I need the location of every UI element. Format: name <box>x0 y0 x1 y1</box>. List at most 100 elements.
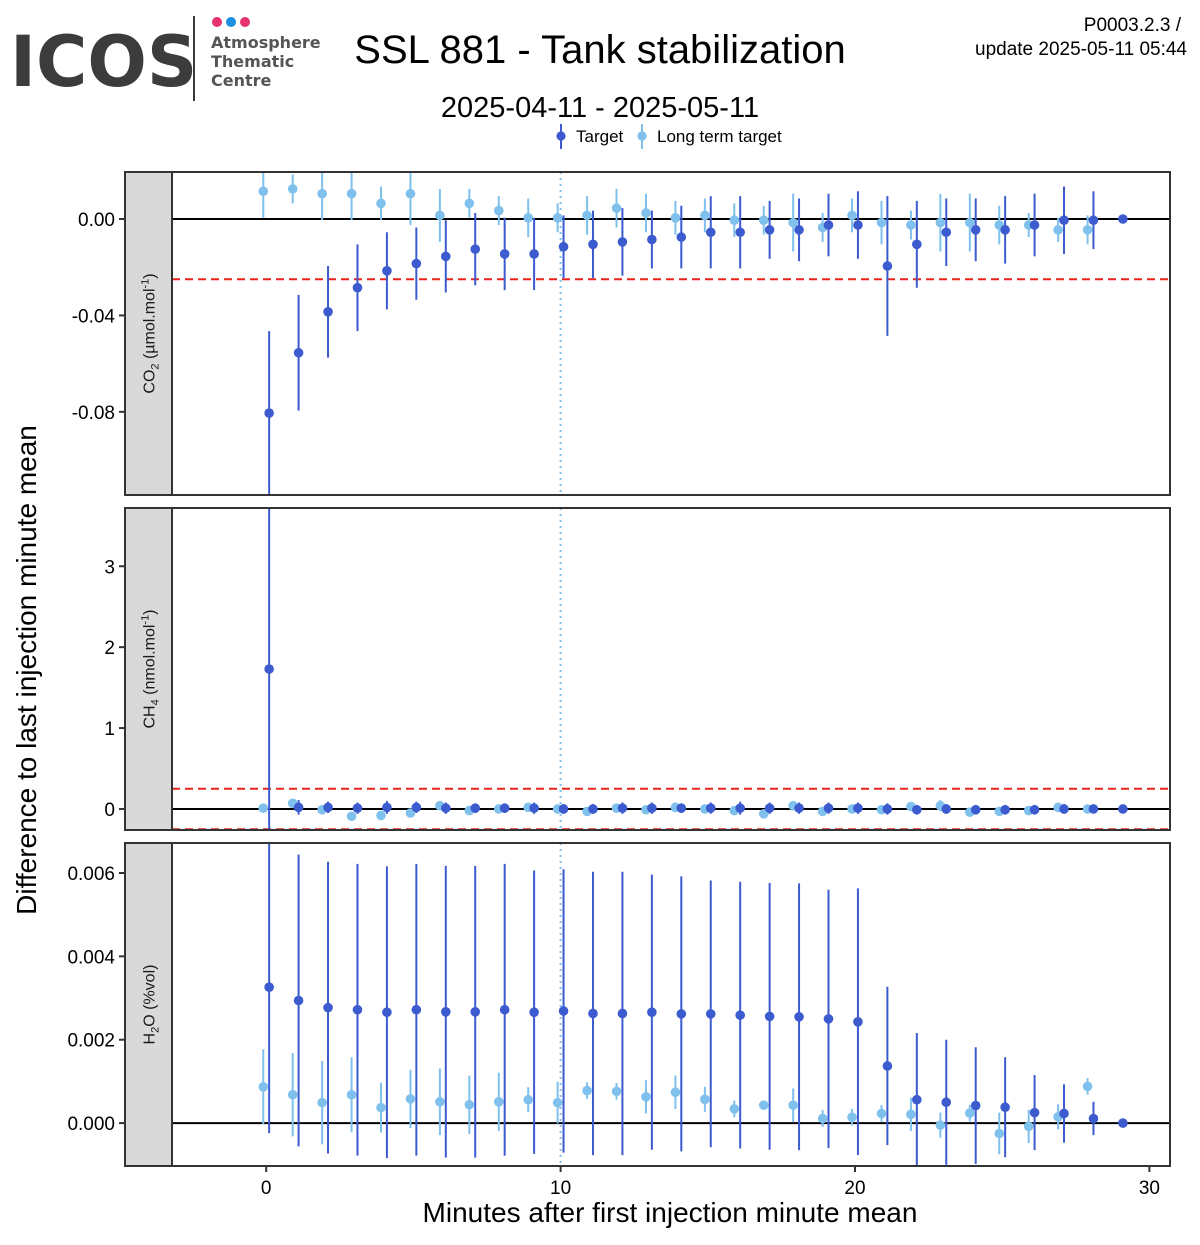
data-point <box>588 804 598 814</box>
y-tick-label: 0 <box>104 800 115 821</box>
data-point <box>352 282 363 293</box>
y-axis-title: Difference to last injection minute mean <box>11 425 42 915</box>
data-point <box>847 210 857 221</box>
data-point <box>735 1010 745 1020</box>
data-point <box>523 212 534 223</box>
data-point <box>941 804 952 814</box>
data-point <box>264 408 274 418</box>
data-point <box>382 1007 392 1018</box>
logo-text: ICOS <box>10 21 197 103</box>
data-point <box>611 203 622 213</box>
data-point <box>293 995 304 1006</box>
data-point <box>882 261 893 271</box>
data-point <box>617 237 628 247</box>
data-point <box>641 208 651 218</box>
plot-area <box>172 843 1170 1166</box>
data-point <box>670 1087 681 1098</box>
data-point <box>970 804 981 815</box>
data-point <box>876 1108 887 1119</box>
data-point <box>558 804 569 814</box>
data-point <box>735 227 745 238</box>
icos-logo: ICOS Atmosphere Thematic Centre <box>10 16 321 103</box>
data-point <box>470 1006 481 1017</box>
data-point <box>647 1007 657 1018</box>
chart-subtitle: 2025-04-11 - 2025-05-11 <box>441 92 759 124</box>
data-point <box>317 188 327 199</box>
y-tick-label: 2 <box>104 638 115 659</box>
logo-sub-line-3: Centre <box>211 71 272 90</box>
data-point <box>758 1100 769 1110</box>
data-point <box>582 1085 592 1096</box>
data-point <box>464 1099 475 1110</box>
data-point <box>529 1007 539 1018</box>
data-point <box>912 804 922 815</box>
logo-dot-3 <box>240 17 250 27</box>
data-point <box>1023 1121 1034 1132</box>
data-point <box>346 1089 357 1100</box>
legend-target-marker <box>556 131 566 141</box>
legend: Target Long term target <box>556 124 782 149</box>
data-point <box>323 802 333 813</box>
legend-target-label: Target <box>576 127 624 146</box>
data-point <box>411 802 422 813</box>
data-point <box>817 1113 828 1124</box>
y-tick-label: -0.04 <box>72 306 116 327</box>
logo-dot-1 <box>212 17 222 27</box>
data-point <box>264 664 274 674</box>
update-timestamp: update 2025-05-11 05:44 <box>975 39 1187 60</box>
logo-sub-line-2: Thematic <box>211 52 294 71</box>
data-point <box>882 1061 893 1071</box>
data-point <box>376 810 386 821</box>
data-point <box>435 1097 445 1107</box>
y-tick-label: 0.00 <box>78 210 115 231</box>
data-point <box>264 982 274 993</box>
y-tick-label: 0.002 <box>67 1031 115 1052</box>
data-point <box>676 232 687 242</box>
data-point <box>941 227 952 238</box>
data-point <box>705 227 716 238</box>
y-tick-label: -0.08 <box>72 403 115 424</box>
data-point <box>493 1097 504 1107</box>
x-tick-label: 10 <box>550 1178 571 1199</box>
data-point <box>876 217 887 228</box>
data-point <box>382 802 392 813</box>
data-point <box>1118 804 1128 814</box>
legend-long-term-marker <box>637 131 647 141</box>
data-point <box>523 1094 534 1105</box>
y-tick-label: 0.000 <box>67 1114 115 1135</box>
x-tick-label: 20 <box>844 1178 865 1199</box>
data-point <box>764 1011 775 1022</box>
data-point <box>676 803 687 813</box>
facet-strip-label: CO2 (µmol.mol-1) <box>140 273 162 393</box>
data-point <box>935 1120 946 1130</box>
data-point <box>700 210 710 221</box>
y-tick-label: 3 <box>104 557 115 578</box>
data-point <box>853 1016 863 1027</box>
data-point <box>705 1009 716 1019</box>
data-point <box>611 1086 622 1097</box>
data-point <box>700 1094 710 1105</box>
data-point <box>941 1097 952 1108</box>
facet-strip <box>124 171 173 496</box>
data-point <box>493 205 504 216</box>
data-point <box>529 249 539 259</box>
plot-area <box>172 172 1170 495</box>
facet-strip <box>124 507 173 831</box>
legend-long-term-label: Long term target <box>657 127 782 146</box>
data-point <box>440 1006 451 1017</box>
data-point <box>405 188 416 199</box>
data-point <box>823 1014 834 1024</box>
x-tick-label: 0 <box>261 1178 272 1199</box>
data-point <box>558 1006 569 1016</box>
data-point <box>293 802 304 813</box>
data-point <box>1118 214 1128 224</box>
y-tick-label: 0.006 <box>67 864 115 885</box>
data-point <box>411 258 422 269</box>
data-point <box>853 220 863 230</box>
plot-area <box>172 508 1170 830</box>
data-point <box>788 217 798 228</box>
data-point <box>499 249 510 259</box>
data-point <box>912 1094 922 1105</box>
data-point <box>499 803 510 813</box>
data-point <box>588 1008 598 1019</box>
